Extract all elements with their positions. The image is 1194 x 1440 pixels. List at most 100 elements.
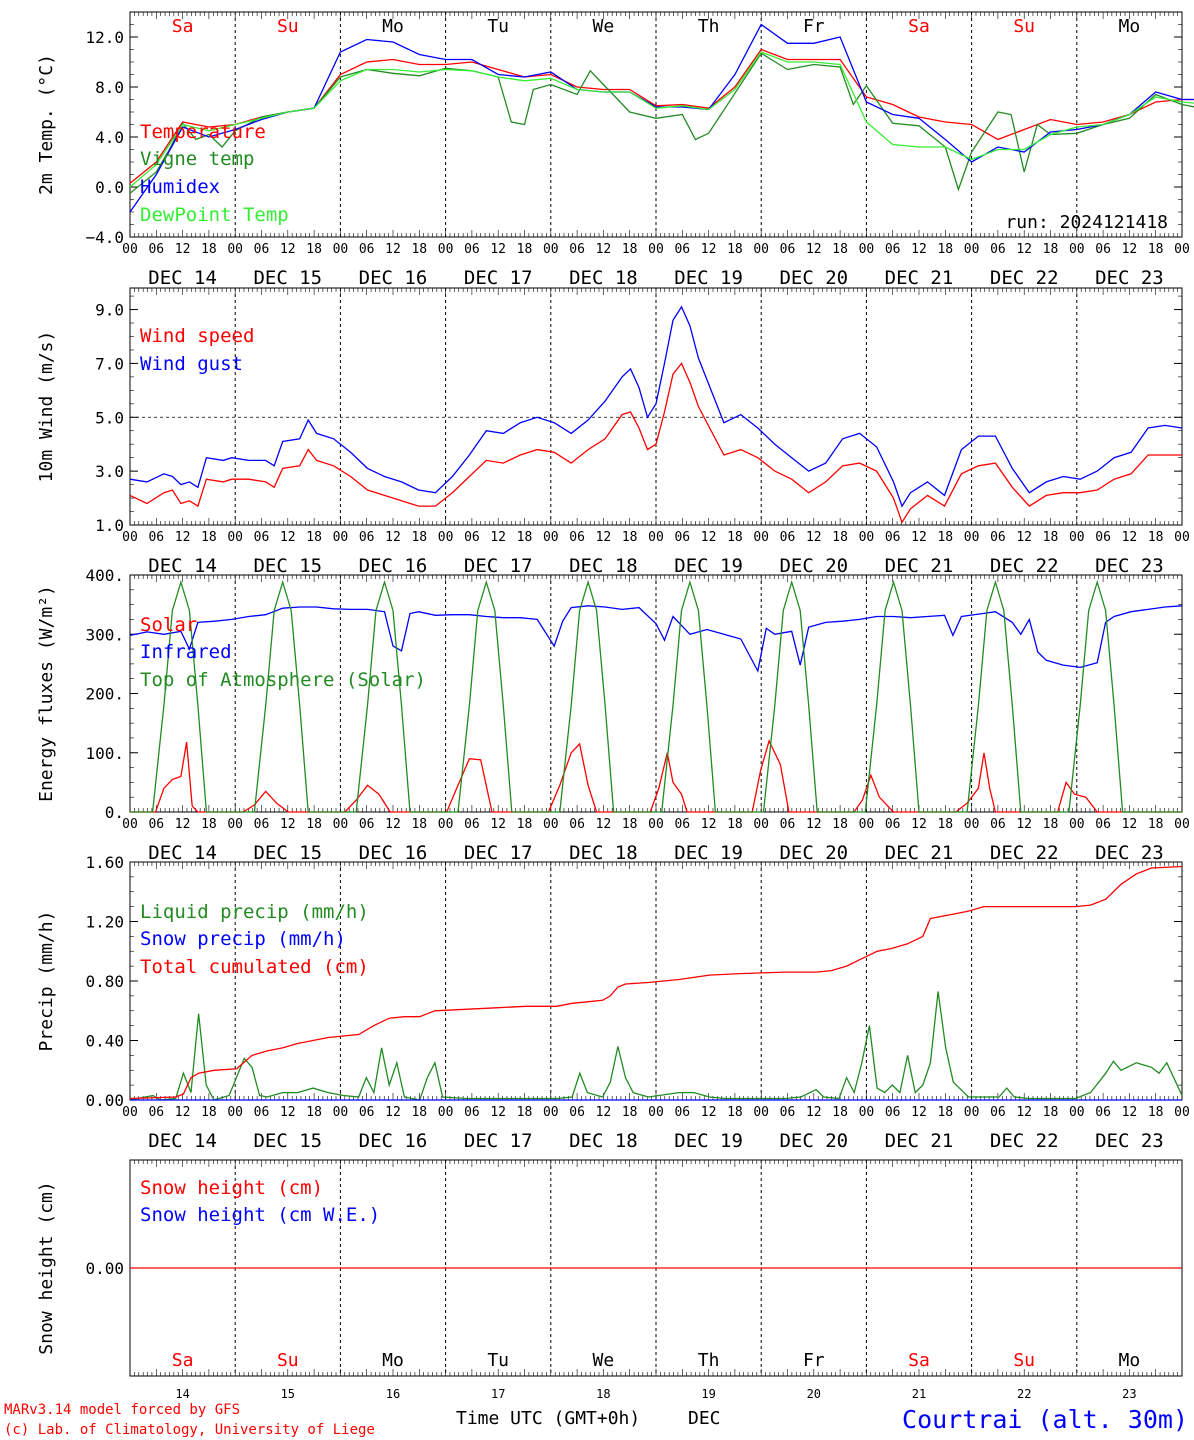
day-name-bottom: We <box>593 1350 615 1371</box>
date-label: DEC 17 <box>464 1130 533 1152</box>
hour-tick-label: 12 <box>1122 242 1138 257</box>
hour-tick-label: 12 <box>596 242 612 257</box>
hour-tick-label: 00 <box>964 817 980 832</box>
hour-tick-label: 00 <box>964 530 980 545</box>
hour-tick-label: 00 <box>543 242 559 257</box>
y-axis-label: Snow height (cm) <box>36 1181 57 1354</box>
date-label: DEC 19 <box>674 1130 743 1152</box>
series-line-infrared <box>129 605 1183 673</box>
hour-tick-label: 12 <box>175 530 191 545</box>
series-line-temperature <box>129 48 1194 184</box>
hour-tick-label: 00 <box>122 242 138 257</box>
hour-tick-label: 18 <box>517 530 533 545</box>
hour-tick-label: 18 <box>622 1105 638 1120</box>
hour-tick-label: 18 <box>517 1105 533 1120</box>
y-tick-label: 8.0 <box>95 78 124 97</box>
hour-tick-label: 12 <box>911 530 927 545</box>
hour-tick-label: 12 <box>175 1105 191 1120</box>
hour-tick-label: 12 <box>490 817 506 832</box>
legend-entry: Vigne temp <box>140 148 254 170</box>
hour-tick-label: 18 <box>727 530 743 545</box>
day-name-bottom: Fr <box>803 1350 825 1371</box>
day-number: 16 <box>386 1387 400 1401</box>
day-number: 19 <box>701 1387 715 1401</box>
hour-tick-label: 06 <box>254 1105 270 1120</box>
hour-tick-label: 18 <box>832 530 848 545</box>
date-label: DEC 20 <box>779 842 848 864</box>
hour-tick-label: 00 <box>1174 1105 1190 1120</box>
hour-tick-label: 12 <box>280 530 296 545</box>
hour-tick-label: 00 <box>1174 530 1190 545</box>
hour-tick-label: 06 <box>359 817 375 832</box>
hour-tick-label: 00 <box>753 1105 769 1120</box>
hour-tick-label: 00 <box>964 1105 980 1120</box>
hour-tick-label: 06 <box>885 817 901 832</box>
y-tick-label: 300. <box>85 625 124 644</box>
hour-tick-label: 18 <box>832 1105 848 1120</box>
date-label: DEC 14 <box>148 842 217 864</box>
hour-tick-label: 12 <box>175 242 191 257</box>
panel-frame-2 <box>129 574 1183 813</box>
date-label: DEC 16 <box>359 842 428 864</box>
panel-frame-1 <box>129 287 1183 526</box>
y-tick-label: 3.0 <box>95 462 124 481</box>
date-label: DEC 18 <box>569 1130 638 1152</box>
y-tick-label: 100. <box>85 744 124 763</box>
x-axis-label: Time UTC (GMT+0h) <box>456 1408 640 1429</box>
hour-tick-label: 00 <box>438 817 454 832</box>
hour-tick-label: 06 <box>359 242 375 257</box>
day-name-bottom: Su <box>277 1350 299 1371</box>
y-tick-label: 200. <box>85 685 124 704</box>
hour-tick-label: 18 <box>201 530 217 545</box>
hour-tick-label: 18 <box>1043 530 1059 545</box>
day-name-top: Sa <box>908 16 930 37</box>
hour-tick-label: 18 <box>306 242 322 257</box>
hour-tick-label: 18 <box>727 817 743 832</box>
hour-tick-label: 00 <box>333 1105 349 1120</box>
legend-entry: Wind speed <box>140 325 254 347</box>
y-tick-label: 7.0 <box>95 354 124 373</box>
hour-tick-label: 12 <box>701 817 717 832</box>
date-label: DEC 22 <box>990 555 1059 577</box>
day-name-top: Su <box>277 16 299 37</box>
date-label: DEC 17 <box>464 842 533 864</box>
day-name-top: Mo <box>1119 16 1141 37</box>
hour-tick-label: 00 <box>333 530 349 545</box>
date-label: DEC 22 <box>990 267 1059 289</box>
hour-tick-label: 06 <box>148 817 164 832</box>
legend-entry: Top of Atmosphere (Solar) <box>140 669 426 691</box>
hour-tick-label: 12 <box>490 1105 506 1120</box>
day-name-bottom: Sa <box>908 1350 930 1371</box>
hour-tick-label: 00 <box>648 530 664 545</box>
y-tick-label: 4.0 <box>95 128 124 147</box>
hour-tick-label: 12 <box>385 242 401 257</box>
day-name-bottom: Tu <box>487 1350 509 1371</box>
hour-tick-label: 18 <box>411 242 427 257</box>
hour-tick-label: 00 <box>859 530 875 545</box>
hour-tick-label: 00 <box>859 817 875 832</box>
date-label: DEC 21 <box>885 555 954 577</box>
day-name-bottom: Sa <box>172 1350 194 1371</box>
day-name-bottom: Mo <box>382 1350 404 1371</box>
day-number: 17 <box>491 1387 505 1401</box>
date-label: DEC 23 <box>1095 555 1164 577</box>
date-label: DEC 20 <box>779 555 848 577</box>
day-name-bottom: Mo <box>1119 1350 1141 1371</box>
hour-tick-label: 12 <box>911 817 927 832</box>
hour-tick-label: 18 <box>517 242 533 257</box>
y-tick-label: 0.00 <box>85 1259 124 1278</box>
hour-tick-label: 00 <box>543 817 559 832</box>
hour-tick-label: 00 <box>1069 242 1085 257</box>
date-label: DEC 19 <box>674 267 743 289</box>
hour-tick-label: 00 <box>1174 817 1190 832</box>
hour-tick-label: 06 <box>254 242 270 257</box>
y-tick-label: 1.0 <box>95 516 124 535</box>
hour-tick-label: 18 <box>411 817 427 832</box>
legend-entry: Snow precip (mm/h) <box>140 928 346 950</box>
hour-tick-label: 00 <box>648 242 664 257</box>
legend-entry: Solar <box>140 614 197 636</box>
y-tick-label: 9.0 <box>95 301 124 320</box>
hour-tick-label: 18 <box>411 1105 427 1120</box>
hour-tick-label: 12 <box>1122 817 1138 832</box>
day-name-bottom: Th <box>698 1350 720 1371</box>
